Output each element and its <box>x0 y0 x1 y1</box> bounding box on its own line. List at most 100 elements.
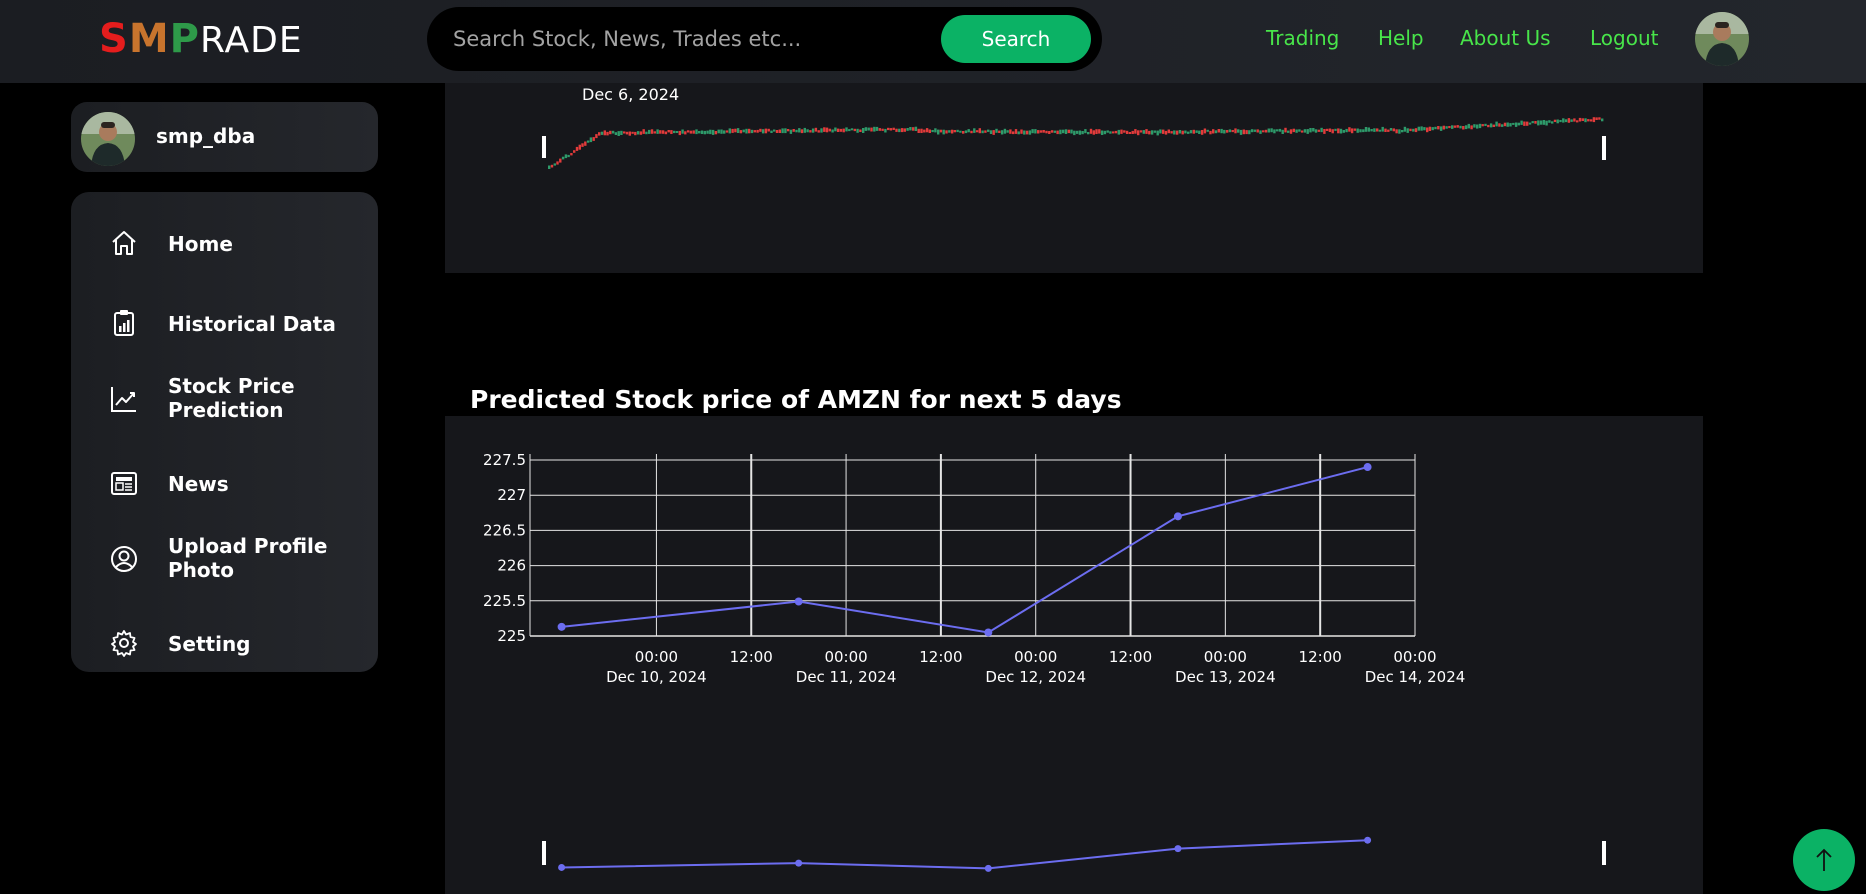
candle <box>731 128 734 133</box>
candle <box>1303 129 1307 133</box>
candle <box>1509 123 1512 127</box>
candle <box>825 127 829 133</box>
nav-help[interactable]: Help <box>1378 26 1424 50</box>
candle <box>711 129 715 135</box>
candle <box>600 131 604 135</box>
candle <box>1139 130 1143 133</box>
candle <box>714 131 718 135</box>
x-tick-date-label: Dec 12, 2024 <box>985 668 1086 686</box>
y-axis-ticks: 227.5 227 226.5 226 225.5 225 <box>483 451 526 645</box>
candle <box>648 129 651 134</box>
candle <box>1017 131 1020 135</box>
search-input[interactable] <box>453 20 923 58</box>
candle <box>1589 119 1593 122</box>
candle <box>750 129 754 134</box>
candle <box>1439 126 1443 131</box>
candle <box>975 130 979 133</box>
candle <box>875 126 879 131</box>
profile-card[interactable]: smp_dba <box>71 102 378 172</box>
candle <box>1292 128 1295 133</box>
nav-trading[interactable]: Trading <box>1266 26 1340 50</box>
candle <box>686 130 690 133</box>
candle <box>1312 128 1315 132</box>
candle <box>1470 125 1473 130</box>
candle <box>675 131 679 133</box>
sidebar-item-news[interactable]: News <box>71 456 378 512</box>
data-point[interactable] <box>984 628 993 637</box>
candle <box>1317 129 1320 132</box>
range-slider-left-handle[interactable] <box>542 841 546 865</box>
logo-letter-m: M <box>128 16 170 62</box>
candle <box>1089 128 1093 134</box>
data-point[interactable] <box>794 597 803 606</box>
data-point[interactable] <box>557 622 566 631</box>
header-avatar[interactable] <box>1695 12 1749 66</box>
candle <box>1387 129 1390 132</box>
sidebar-item-historical-data[interactable]: Historical Data <box>71 296 378 352</box>
candle <box>1564 119 1568 123</box>
candle <box>920 128 923 133</box>
sidebar-item-stock-price-prediction[interactable]: Stock Price Prediction <box>71 364 378 434</box>
candle <box>659 130 662 134</box>
candle <box>1426 127 1429 133</box>
candle <box>923 129 926 133</box>
newspaper-icon <box>111 472 137 495</box>
candle <box>1473 124 1476 128</box>
candle <box>1156 130 1159 136</box>
sidebar-item-home[interactable]: Home <box>71 216 378 272</box>
candle <box>1512 122 1515 125</box>
candle <box>853 128 856 132</box>
sidebar-item-label: Historical Data <box>168 312 336 336</box>
candle <box>614 132 618 135</box>
candle <box>1092 130 1095 135</box>
candle <box>1423 127 1426 131</box>
sidebar-item-setting[interactable]: Setting <box>71 616 378 672</box>
logo[interactable]: SMPRADE <box>99 16 303 62</box>
candle <box>1459 125 1462 129</box>
candle <box>1298 129 1301 132</box>
candle <box>806 129 809 133</box>
candle <box>1025 130 1029 135</box>
x-tick-time-label: 12:00 <box>1299 648 1342 666</box>
candle <box>1264 129 1268 133</box>
nav-logout[interactable]: Logout <box>1590 26 1659 50</box>
range-slider-left-handle[interactable] <box>542 136 546 158</box>
x-tick-time-label: 00:00 <box>824 648 867 666</box>
candle <box>953 130 956 133</box>
search-button[interactable]: Search <box>941 15 1091 63</box>
candle <box>723 130 726 134</box>
candle <box>1062 129 1065 134</box>
candle <box>556 161 559 165</box>
candle <box>814 127 818 132</box>
candle <box>964 130 968 134</box>
candle <box>698 131 701 134</box>
user-circle-icon <box>111 546 137 572</box>
candle <box>850 128 854 131</box>
scroll-to-top-button[interactable] <box>1793 829 1855 891</box>
candle <box>734 128 737 133</box>
range-slider-right-handle[interactable] <box>1602 136 1606 160</box>
preview-point <box>984 864 992 872</box>
candle <box>1359 129 1362 133</box>
candle <box>1167 129 1170 134</box>
candle <box>820 128 823 133</box>
candle <box>1578 117 1582 122</box>
candle <box>1528 122 1532 125</box>
top-header: SMPRADE Search Trading Help About Us Log… <box>0 0 1866 83</box>
candle <box>1164 130 1168 135</box>
candle <box>1192 129 1195 134</box>
candle <box>1003 128 1007 134</box>
nav-about-us[interactable]: About Us <box>1460 26 1551 50</box>
candle <box>1584 118 1587 123</box>
candle <box>1123 130 1126 133</box>
data-point[interactable] <box>1363 463 1372 472</box>
sidebar-item-upload-profile-photo[interactable]: Upload Profile Photo <box>71 524 378 594</box>
candle <box>1056 130 1059 135</box>
gear-icon <box>111 630 137 657</box>
candle <box>623 131 626 134</box>
x-tick-time-label: 12:00 <box>1109 648 1152 666</box>
data-point[interactable] <box>1173 512 1182 521</box>
range-slider-right-handle[interactable] <box>1602 841 1606 865</box>
candle <box>895 128 898 132</box>
candle <box>759 128 762 132</box>
